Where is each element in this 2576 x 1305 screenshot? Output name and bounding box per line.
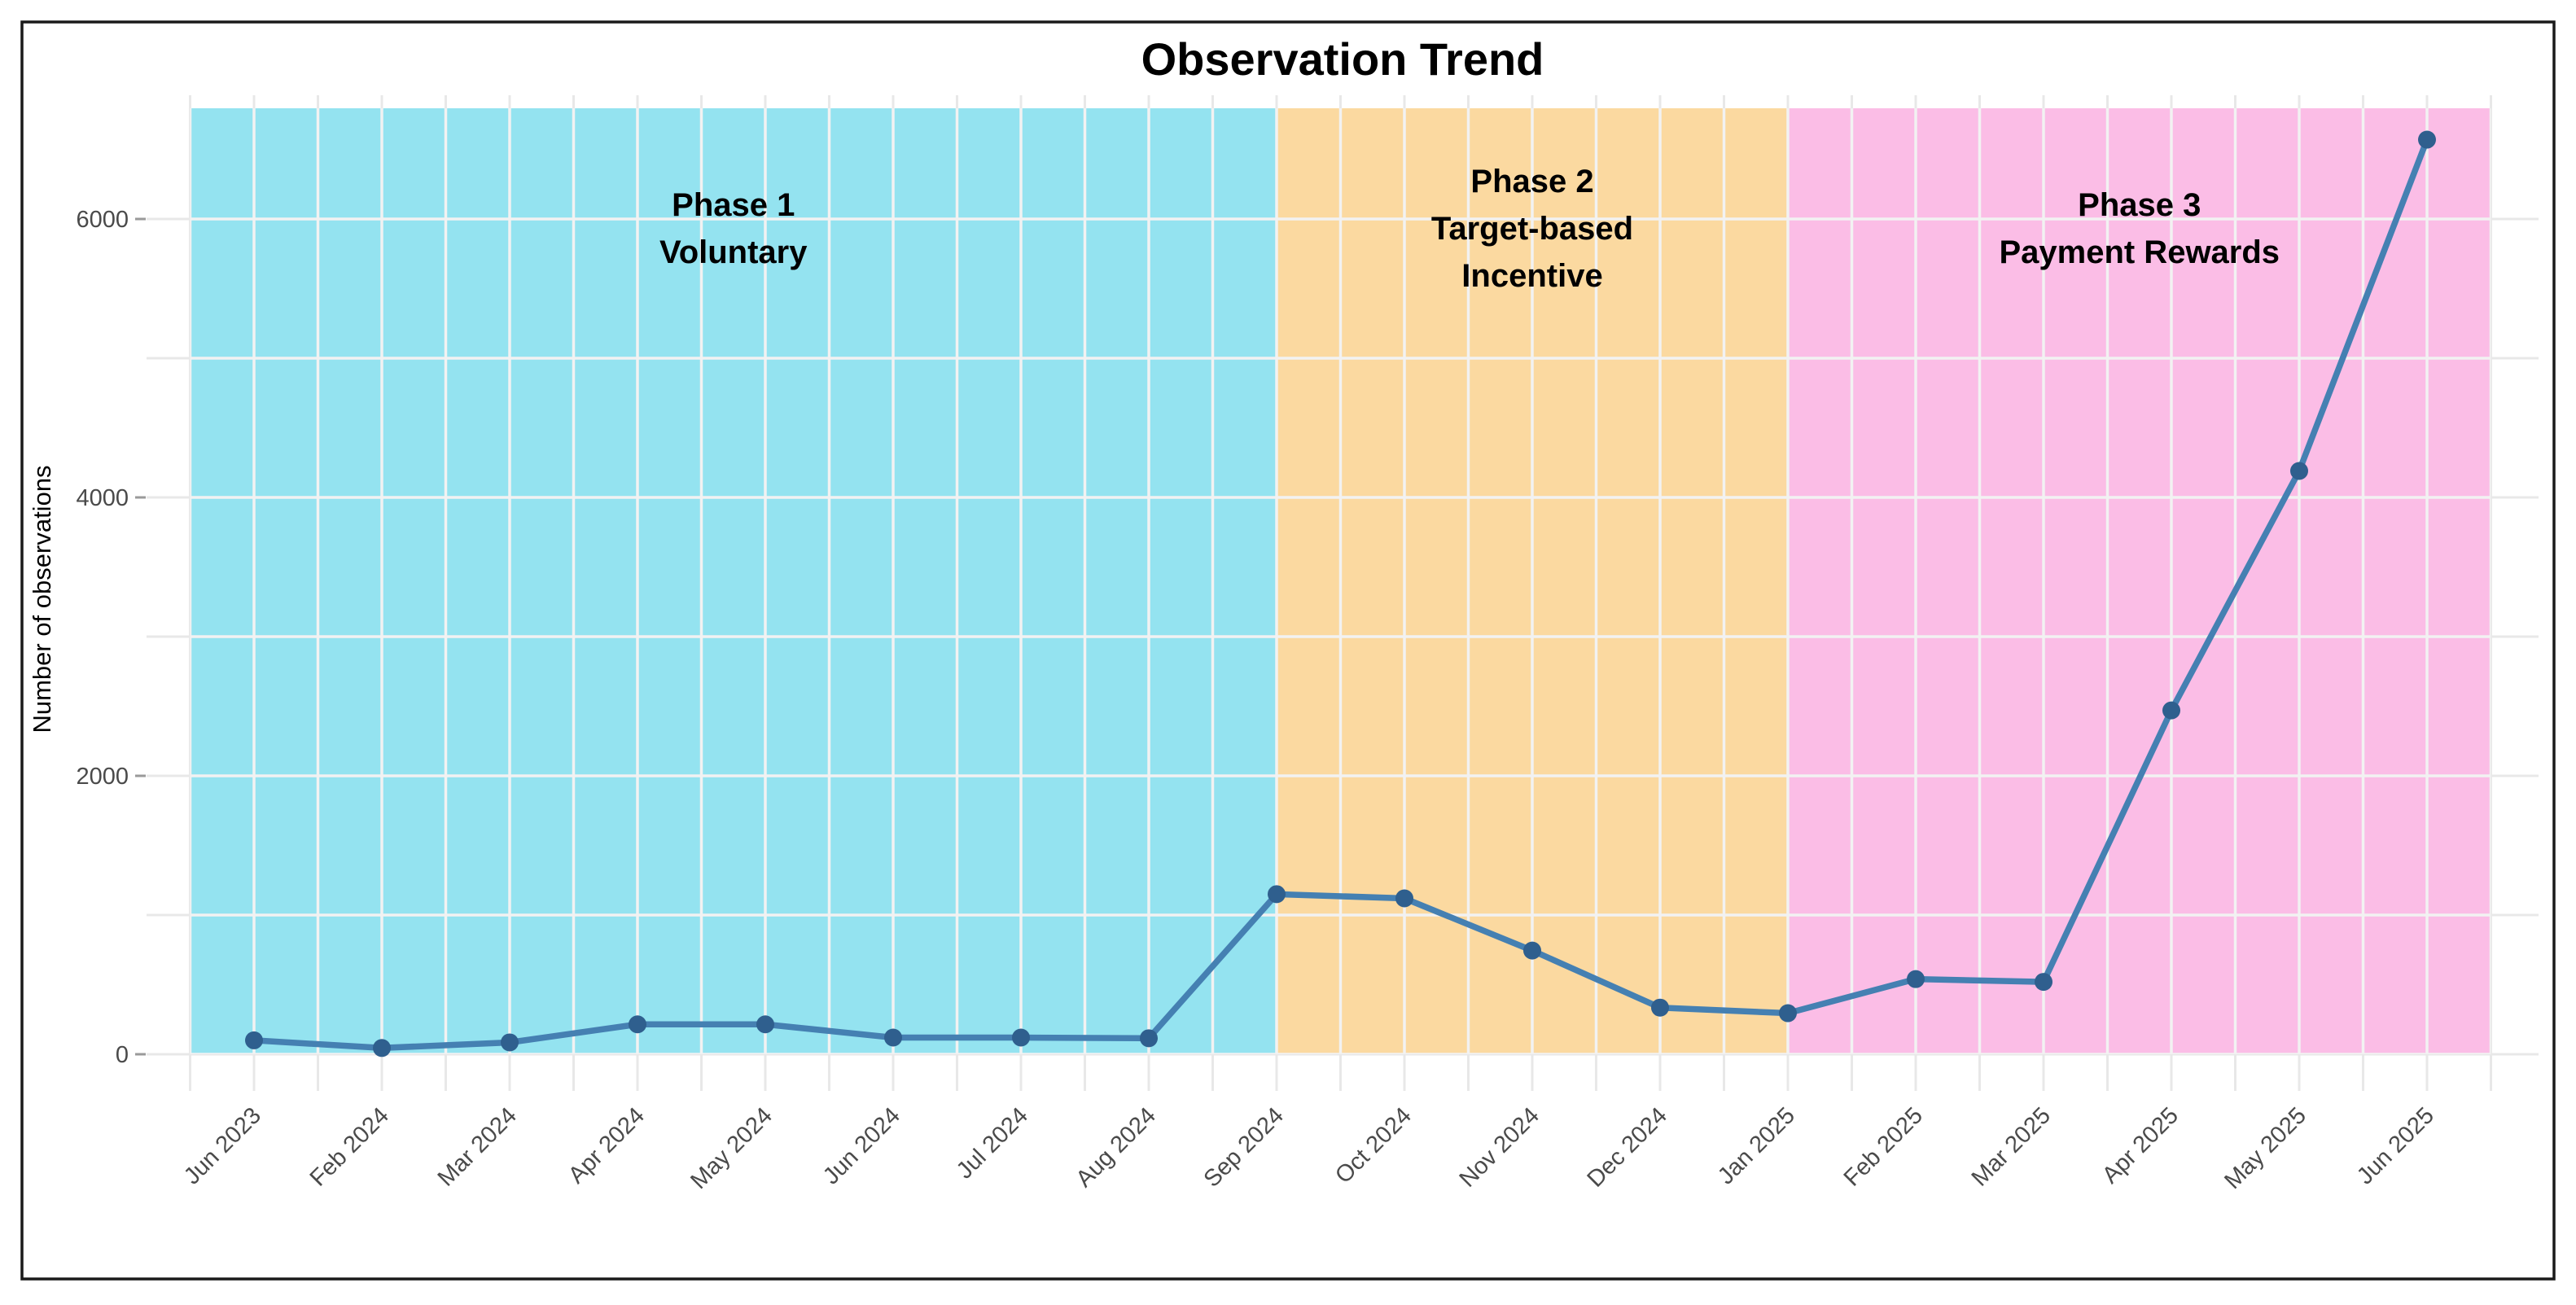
- y-axis-title: Number of observations: [28, 465, 56, 733]
- data-point-jul-2024: [1012, 1028, 1030, 1047]
- phase-1-label-line: Voluntary: [659, 234, 808, 270]
- phase-3-label-line: Phase 3: [2078, 187, 2201, 223]
- phase-labels: Phase 1 Voluntary Phase 2 Target-based Incen…: [659, 164, 2280, 294]
- chart-title: Observation Trend: [1141, 33, 1544, 85]
- figure-border: [20, 20, 2556, 1281]
- phase-2-label-line: Phase 2: [1470, 164, 1593, 199]
- data-point-may-2025: [2290, 462, 2308, 480]
- data-point-jun-2024: [884, 1028, 902, 1047]
- phase-2-label-line: Incentive: [1461, 258, 1602, 294]
- gridlines-over-bands: [190, 108, 2491, 1054]
- phase-band-3: [1788, 108, 2491, 1054]
- y-tick-label: 6000: [76, 207, 129, 233]
- data-point-jun-2025: [2418, 130, 2436, 149]
- phase-1-label-line: Phase 1: [672, 187, 795, 223]
- data-point-aug-2024: [1140, 1029, 1158, 1048]
- phase-band-1: [190, 108, 1277, 1054]
- phase-bands: [190, 108, 2491, 1054]
- phase-3-label-line: Payment Rewards: [1999, 234, 2280, 270]
- data-point-apr-2024: [629, 1015, 646, 1034]
- data-point-feb-2024: [373, 1039, 391, 1058]
- data-point-jun-2023: [245, 1031, 263, 1049]
- data-point-nov-2024: [1523, 941, 1541, 960]
- data-point-may-2024: [756, 1015, 774, 1034]
- data-point-mar-2024: [501, 1033, 519, 1052]
- trend-line: [251, 136, 2430, 1052]
- data-point-dec-2024: [1651, 998, 1669, 1017]
- data-point-sep-2024: [1268, 885, 1286, 904]
- data-point-oct-2024: [1395, 889, 1413, 908]
- y-tick-label: 4000: [76, 485, 129, 511]
- data-point-jan-2025: [1779, 1004, 1797, 1023]
- y-tick-label: 0: [116, 1042, 129, 1068]
- y-tick-label: 2000: [76, 764, 129, 790]
- data-point-mar-2025: [2035, 973, 2052, 992]
- data-point-feb-2025: [1907, 970, 1925, 988]
- phase-2-label-line: Target-based: [1431, 211, 1633, 247]
- trend-series: [245, 130, 2436, 1058]
- data-point-apr-2025: [2162, 701, 2180, 720]
